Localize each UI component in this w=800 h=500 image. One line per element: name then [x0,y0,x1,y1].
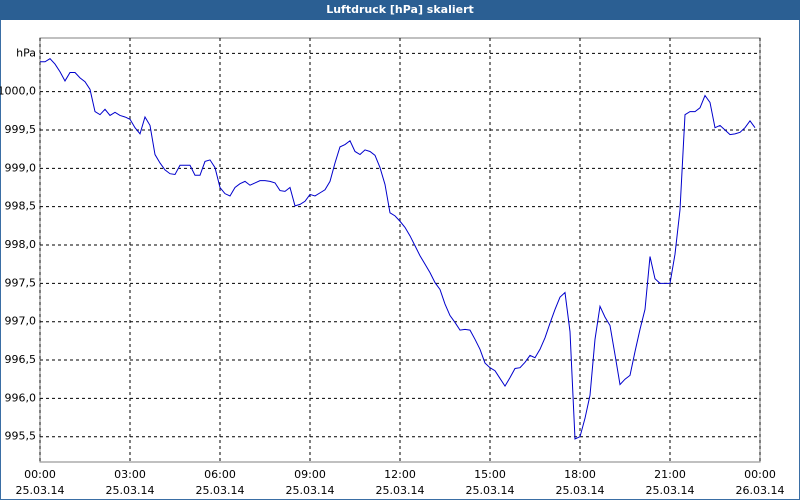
y-tick-label: 999,0 [5,161,37,174]
x-tick-label: 21:00 [654,468,686,481]
x-tick-date: 25.03.14 [286,484,335,497]
x-tick-label: 15:00 [474,468,506,481]
y-tick-label: 999,5 [5,123,37,136]
y-tick-label: 998,5 [5,200,37,213]
x-tick-date: 25.03.14 [196,484,245,497]
x-tick-date: 25.03.14 [646,484,695,497]
y-tick-label: hPa [16,46,36,59]
x-tick-date: 25.03.14 [466,484,515,497]
x-tick-label: 00:00 [744,468,776,481]
x-tick-label: 09:00 [294,468,326,481]
x-tick-label: 18:00 [564,468,596,481]
y-tick-label: 997,0 [5,315,37,328]
x-tick-date: 26.03.14 [736,484,785,497]
x-tick-label: 03:00 [114,468,146,481]
y-tick-label: 997,5 [5,276,37,289]
y-tick-label: 996,5 [5,353,37,366]
x-tick-label: 06:00 [204,468,236,481]
x-tick-date: 25.03.14 [16,484,65,497]
title-bar [0,0,800,20]
y-tick-label: 996,0 [5,391,37,404]
x-tick-label: 00:00 [24,468,56,481]
y-tick-label: 998,0 [5,238,37,251]
y-tick-label: 995,5 [5,430,37,443]
y-tick-label: 1000,0 [0,85,36,98]
x-tick-date: 25.03.14 [556,484,605,497]
chart-title: Luftdruck [hPa] skaliert [326,3,474,16]
x-tick-label: 12:00 [384,468,416,481]
x-tick-date: 25.03.14 [106,484,155,497]
x-tick-date: 25.03.14 [376,484,425,497]
data-line [40,58,756,440]
